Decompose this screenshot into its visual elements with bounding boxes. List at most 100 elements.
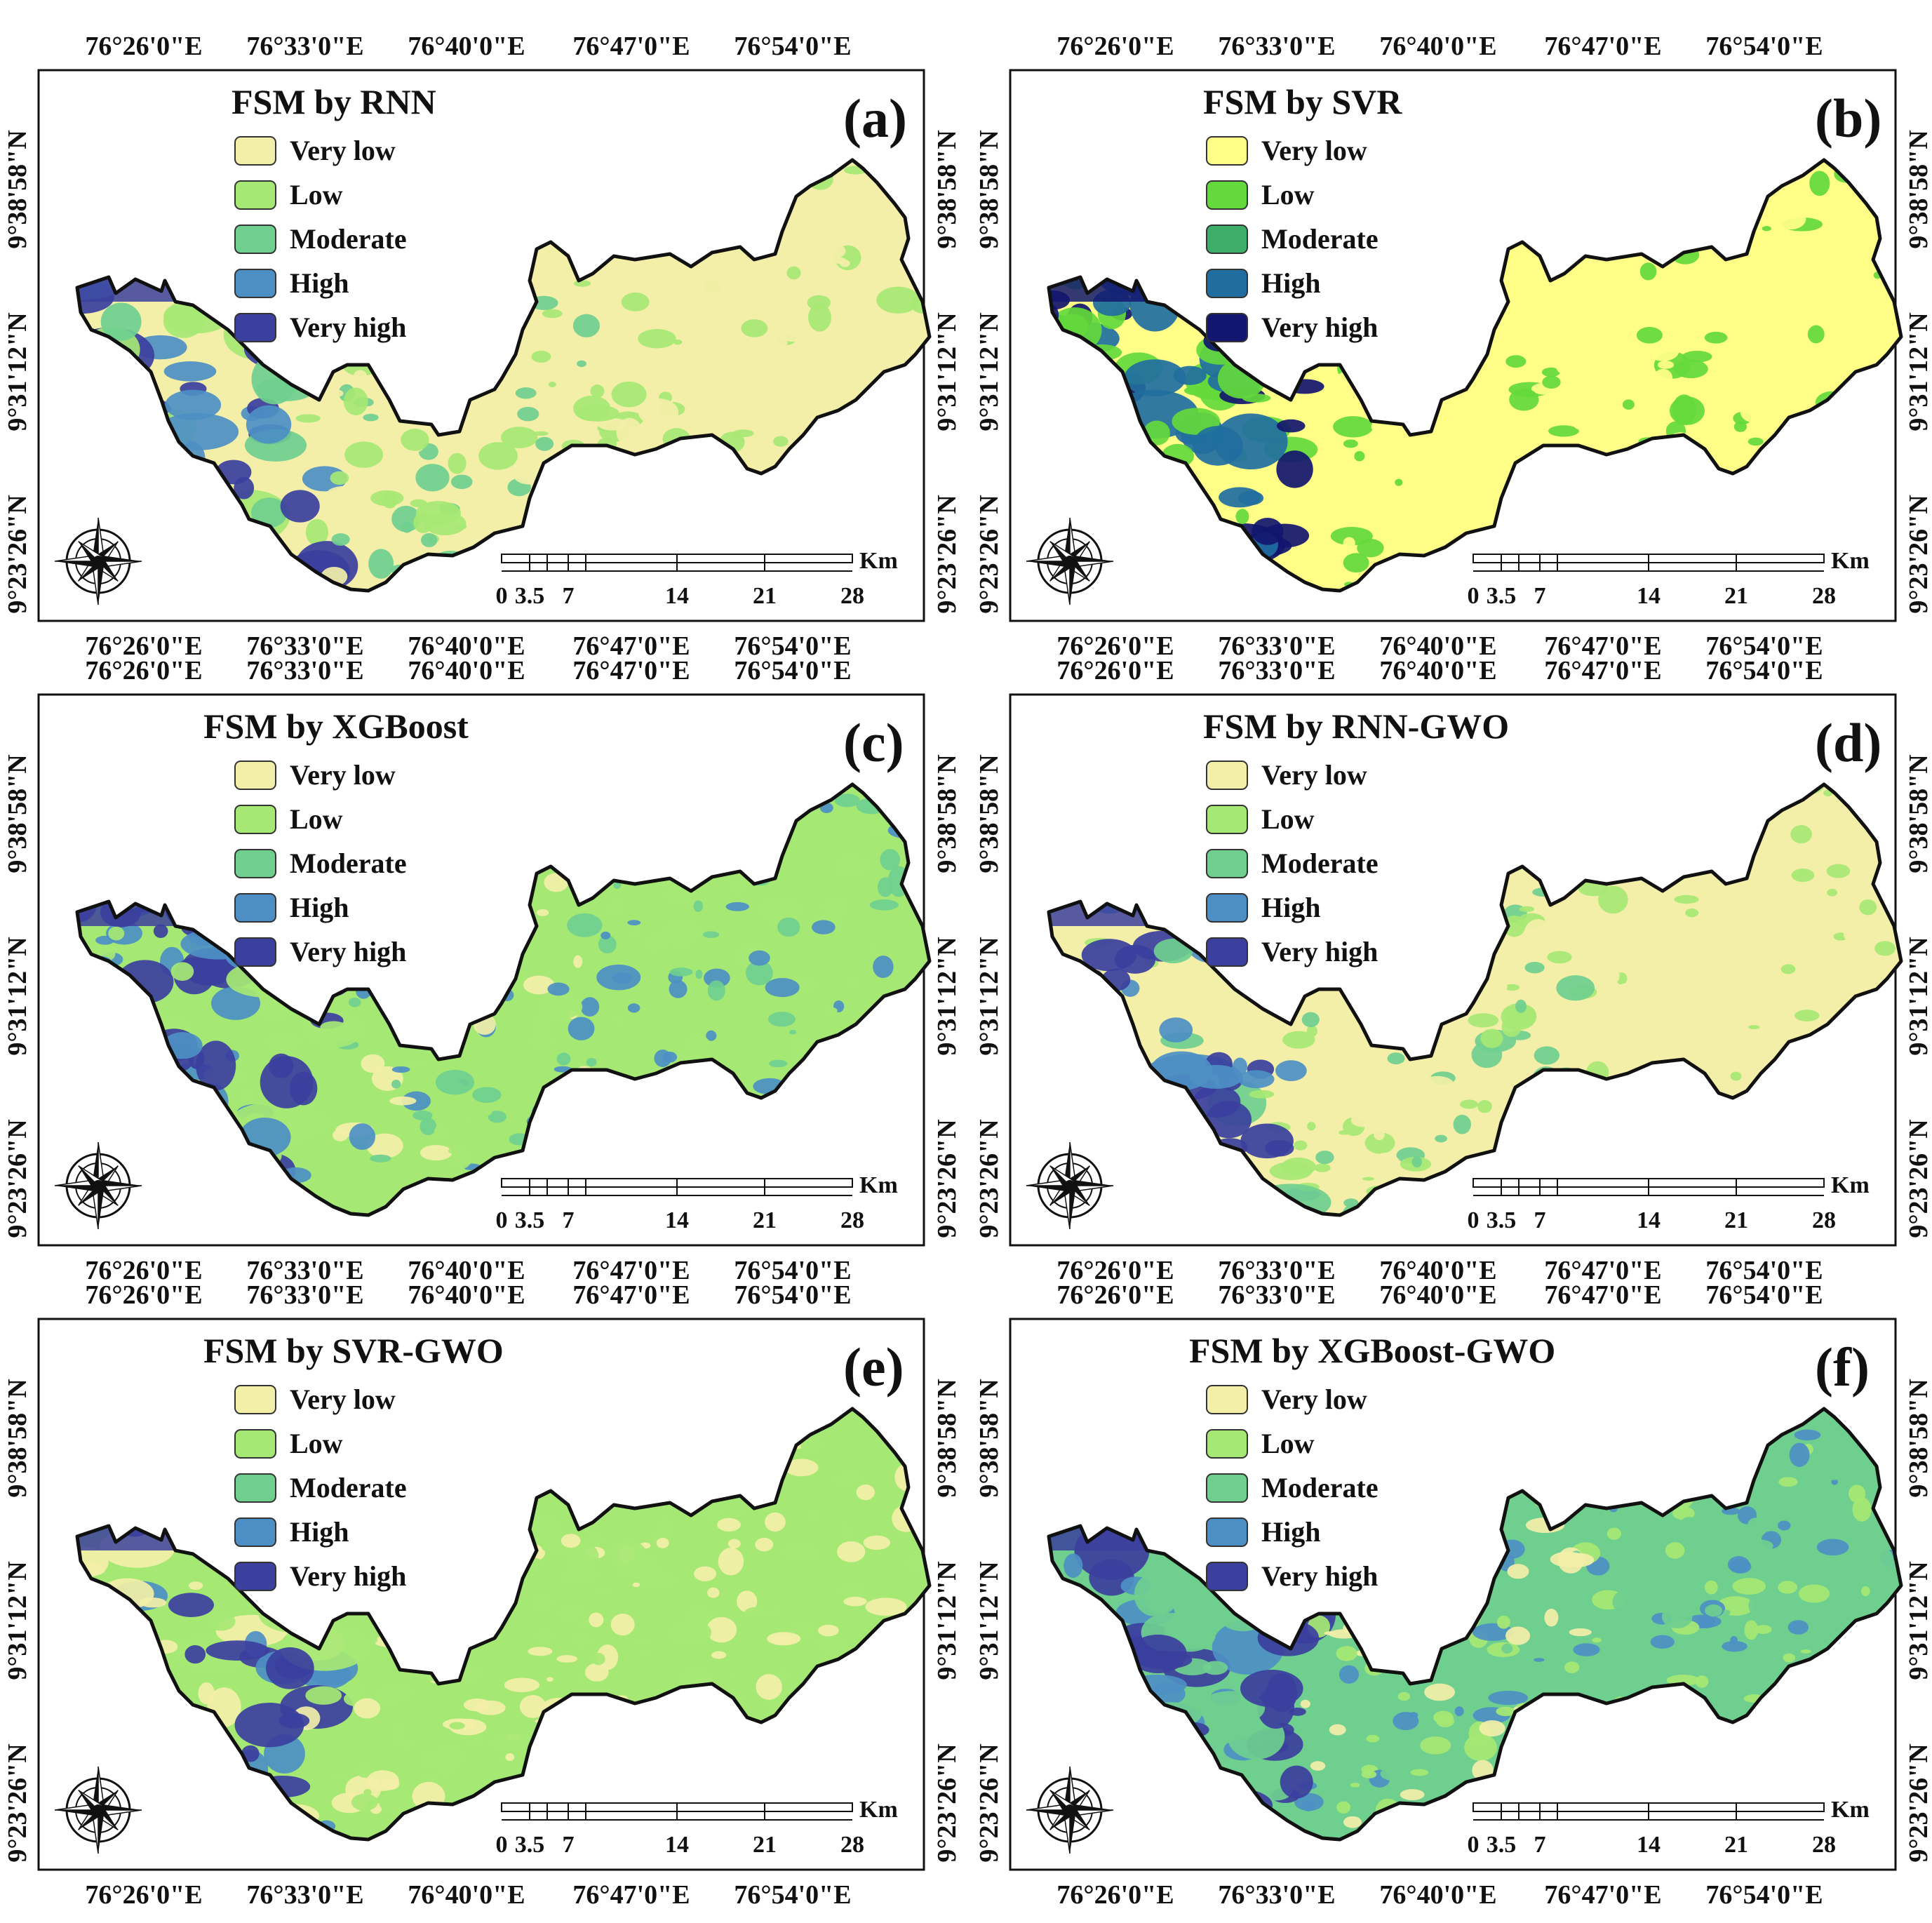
class-patch — [1235, 509, 1249, 525]
map-panel-b: FSM by SVR (b) Very low Low Moderate High Very… — [974, 32, 1932, 661]
class-patch — [1587, 366, 1603, 379]
class-patch — [1334, 1755, 1355, 1774]
class-patch — [1275, 1060, 1307, 1082]
scale-label: 21 — [1724, 583, 1748, 609]
scale-bar: 0 3.5 7 14 21 28 Km — [1468, 1172, 1870, 1233]
lon-label-bottom: 76°40'0"E — [1379, 631, 1496, 661]
class-patch — [1555, 356, 1584, 376]
class-patch — [1298, 394, 1332, 406]
lat-label-right: 9°38'58"N — [932, 1379, 962, 1497]
legend-item: Moderate — [234, 847, 407, 879]
class-patch — [638, 398, 679, 426]
class-patch — [1470, 510, 1493, 522]
class-patch — [305, 1686, 342, 1705]
lat-label-right: 9°23'26"N — [1904, 495, 1932, 613]
class-patch — [727, 883, 747, 896]
class-patch — [604, 323, 633, 340]
lat-label-left: 9°23'26"N — [3, 1743, 32, 1862]
class-patch — [1666, 1675, 1700, 1686]
class-patch — [239, 1088, 255, 1102]
scale-unit: Km — [1831, 1172, 1870, 1198]
scale-label: 14 — [1637, 1207, 1661, 1233]
class-patch — [448, 453, 467, 474]
class-patch — [1847, 1527, 1870, 1541]
class-patch — [800, 1445, 810, 1456]
legend-label: Very high — [1261, 1560, 1378, 1592]
class-patch — [1658, 958, 1682, 970]
class-patch — [712, 403, 730, 413]
lon-label-bottom: 76°26'0"E — [85, 631, 202, 661]
class-patch — [1488, 1690, 1529, 1706]
legend-label: Very high — [1261, 311, 1378, 343]
class-patch — [1534, 1046, 1560, 1065]
class-patch — [656, 1537, 669, 1548]
class-patch — [1665, 1542, 1685, 1559]
class-patch — [1387, 1052, 1405, 1065]
class-patch — [1816, 1539, 1849, 1556]
lon-label-top: 76°33'0"E — [246, 1280, 363, 1310]
class-patch — [1813, 998, 1832, 1007]
map-panel-f: FSM by XGBoost-GWO (f) Very low Low Moderate… — [974, 1280, 1932, 1910]
panel-letter: (d) — [1815, 712, 1881, 773]
legend-item: Low — [1206, 803, 1315, 835]
scale-label: 21 — [753, 1207, 777, 1233]
class-patch — [707, 980, 725, 1001]
class-patch — [607, 900, 625, 915]
lat-label-left: 9°23'26"N — [3, 495, 32, 613]
class-patch — [1723, 1609, 1731, 1616]
class-patch — [1468, 394, 1484, 401]
panel-title: FSM by RNN — [232, 82, 436, 121]
legend-label: Very low — [290, 135, 396, 166]
class-patch — [404, 1059, 427, 1068]
class-patch — [669, 980, 687, 998]
lat-label-right: 9°23'26"N — [932, 1743, 962, 1862]
class-patch — [706, 1616, 737, 1643]
class-patch — [1727, 1700, 1746, 1710]
class-patch — [1744, 1620, 1759, 1640]
class-patch — [260, 1056, 314, 1108]
legend-label: Moderate — [290, 223, 407, 255]
lat-label-right: 9°23'26"N — [1904, 1743, 1932, 1862]
legend-item: Very low — [234, 135, 396, 166]
legend-label: Very high — [1261, 936, 1378, 967]
lat-label-left: 9°23'26"N — [3, 1119, 32, 1238]
legend-swatch — [234, 136, 276, 166]
north-arrow-icon — [54, 1141, 142, 1230]
north-arrow-icon — [1026, 517, 1114, 605]
class-patch — [1646, 340, 1679, 361]
class-patch — [139, 1597, 167, 1608]
class-patch — [1371, 421, 1384, 432]
class-patch — [478, 442, 518, 470]
scale-label: 7 — [563, 1207, 575, 1233]
class-patch — [1548, 425, 1579, 437]
class-patch — [1511, 438, 1541, 453]
class-patch — [1395, 478, 1403, 486]
class-patch — [793, 350, 819, 366]
scale-bar: 0 3.5 7 14 21 28 Km — [496, 1172, 898, 1233]
class-patch — [745, 960, 773, 986]
class-patch — [366, 1133, 403, 1158]
class-patch — [1795, 1010, 1820, 1021]
class-patch — [366, 1770, 399, 1791]
class-patch — [280, 490, 320, 523]
class-patch — [1350, 1113, 1374, 1127]
class-patch — [370, 490, 404, 507]
class-patch — [1413, 526, 1428, 540]
class-patch — [854, 225, 873, 240]
class-patch — [435, 1069, 475, 1095]
class-patch — [758, 434, 772, 444]
class-patch — [399, 1740, 414, 1749]
map-panel-e: FSM by SVR-GWO (e) Very low Low Moderate High… — [3, 1280, 962, 1910]
class-patch — [1778, 1520, 1791, 1531]
class-patch — [1759, 970, 1785, 991]
class-patch — [1545, 948, 1555, 953]
legend-swatch — [234, 893, 276, 923]
lon-label-top: 76°33'0"E — [246, 656, 363, 685]
class-patch — [1705, 1604, 1723, 1617]
scale-label: 21 — [753, 583, 777, 609]
legend-item: High — [234, 267, 349, 299]
class-patch — [1317, 544, 1327, 554]
class-patch — [1302, 1800, 1315, 1811]
class-patch — [95, 935, 115, 945]
lon-label-top: 76°40'0"E — [1379, 1280, 1496, 1310]
